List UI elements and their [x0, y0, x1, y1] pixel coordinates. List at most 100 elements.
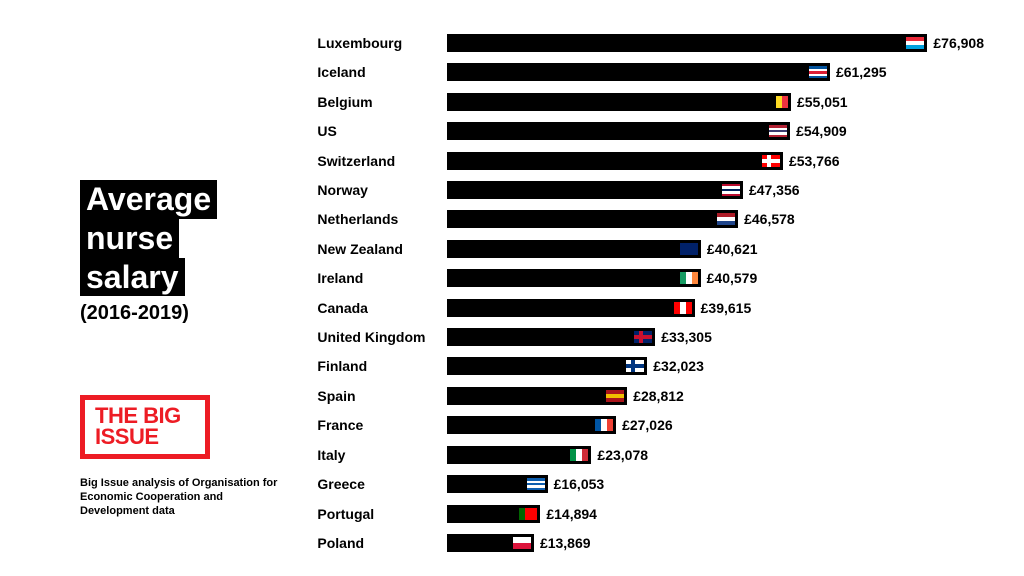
country-label: Luxembourg	[317, 35, 447, 51]
chart-row: Canada£39,615	[317, 295, 984, 321]
logo-line-2: ISSUE	[95, 427, 195, 448]
country-label: Belgium	[317, 94, 447, 110]
left-panel: Average nurse salary (2016-2019) THE BIG…	[0, 0, 317, 576]
value-label: £33,305	[661, 329, 712, 345]
flag-icon	[527, 478, 545, 490]
chart-row: Norway £47,356	[317, 177, 984, 203]
country-label: United Kingdom	[317, 329, 447, 345]
country-label: US	[317, 123, 447, 139]
chart-row: Poland£13,869	[317, 530, 984, 556]
bar-wrap: £39,615	[447, 299, 984, 317]
country-label: Ireland	[317, 270, 447, 286]
bar	[447, 387, 627, 405]
value-label: £39,615	[701, 300, 752, 316]
chart-row: United Kingdom £33,305	[317, 324, 984, 350]
flag-icon	[519, 508, 537, 520]
bar-wrap: £61,295	[447, 63, 984, 81]
bar	[447, 534, 534, 552]
bar	[447, 269, 700, 287]
bar-wrap: £23,078	[447, 446, 984, 464]
chart-row: Greece£16,053	[317, 471, 984, 497]
value-label: £55,051	[797, 94, 848, 110]
brand-logo: THE BIG ISSUE	[80, 395, 210, 459]
bar	[447, 299, 694, 317]
bar	[447, 210, 738, 228]
chart-row: Netherlands £46,578	[317, 206, 984, 232]
bar-wrap: £53,766	[447, 152, 984, 170]
country-label: New Zealand	[317, 241, 447, 257]
bar-wrap: £40,579	[447, 269, 984, 287]
country-label: Spain	[317, 388, 447, 404]
value-label: £76,908	[933, 35, 984, 51]
bar-wrap: £27,026	[447, 416, 984, 434]
value-label: £40,579	[707, 270, 758, 286]
bar-wrap: £40,621	[447, 240, 984, 258]
country-label: France	[317, 417, 447, 433]
flag-icon	[626, 360, 644, 372]
country-label: Netherlands	[317, 211, 447, 227]
bar-wrap: £76,908	[447, 34, 984, 52]
bar-wrap: £54,909	[447, 122, 984, 140]
value-label: £14,894	[546, 506, 597, 522]
value-label: £13,869	[540, 535, 591, 551]
value-label: £54,909	[796, 123, 847, 139]
value-label: £32,023	[653, 358, 704, 374]
country-label: Portugal	[317, 506, 447, 522]
country-label: Iceland	[317, 64, 447, 80]
flag-icon	[722, 184, 740, 196]
value-label: £47,356	[749, 182, 800, 198]
bar-wrap: £55,051	[447, 93, 984, 111]
subtitle: (2016-2019)	[80, 302, 317, 325]
flag-icon	[762, 155, 780, 167]
value-label: £46,578	[744, 211, 795, 227]
flag-icon	[906, 37, 924, 49]
chart-row: France£27,026	[317, 412, 984, 438]
country-label: Italy	[317, 447, 447, 463]
flag-icon	[634, 331, 652, 343]
bar	[447, 181, 743, 199]
bar-chart: Luxembourg £76,908 Iceland £61,295 Belgium £5…	[317, 0, 1024, 576]
bar	[447, 416, 616, 434]
chart-row: Belgium £55,051	[317, 89, 984, 115]
flag-icon	[769, 125, 787, 137]
bar-wrap: £28,812	[447, 387, 984, 405]
country-label: Finland	[317, 358, 447, 374]
chart-row: Spain £28,812	[317, 383, 984, 409]
flag-icon	[809, 66, 827, 78]
flag-icon	[674, 302, 692, 314]
chart-row: Iceland £61,295	[317, 59, 984, 85]
flag-icon	[513, 537, 531, 549]
chart-row: Portugal £14,894	[317, 501, 984, 527]
bar	[447, 122, 790, 140]
value-label: £40,621	[707, 241, 758, 257]
value-label: £61,295	[836, 64, 887, 80]
bar	[447, 357, 647, 375]
bar	[447, 505, 540, 523]
flag-icon	[595, 419, 613, 431]
title-line-3: salary	[80, 258, 185, 297]
flag-icon	[717, 213, 735, 225]
bar	[447, 446, 591, 464]
flag-icon	[680, 243, 698, 255]
chart-row: Italy£23,078	[317, 442, 984, 468]
bar	[447, 475, 547, 493]
bar	[447, 63, 830, 81]
bar-wrap: £14,894	[447, 505, 984, 523]
bar-wrap: £33,305	[447, 328, 984, 346]
bar-wrap: £32,023	[447, 357, 984, 375]
chart-row: US £54,909	[317, 118, 984, 144]
bar	[447, 34, 927, 52]
source-text: Big Issue analysis of Organisation for E…	[80, 477, 290, 518]
flag-icon	[606, 390, 624, 402]
value-label: £28,812	[633, 388, 684, 404]
bar-wrap: £47,356	[447, 181, 984, 199]
country-label: Norway	[317, 182, 447, 198]
country-label: Switzerland	[317, 153, 447, 169]
chart-row: New Zealand £40,621	[317, 236, 984, 262]
bar-wrap: £13,869	[447, 534, 984, 552]
flag-icon	[570, 449, 588, 461]
value-label: £53,766	[789, 153, 840, 169]
chart-row: Ireland £40,579	[317, 265, 984, 291]
bar	[447, 93, 791, 111]
chart-row: Finland £32,023	[317, 353, 984, 379]
